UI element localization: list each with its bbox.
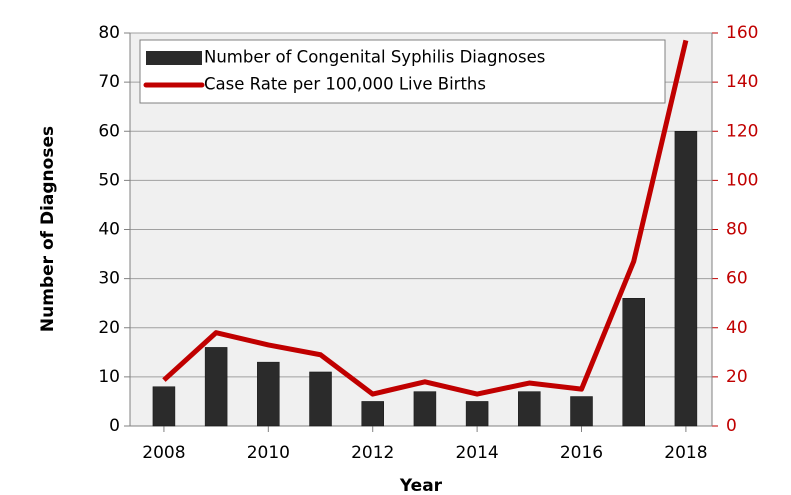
y-tick-label: 80 [98, 23, 120, 43]
bar [518, 391, 541, 427]
bar [204, 347, 228, 427]
bar [361, 401, 384, 427]
x-axis-label: Year [399, 476, 443, 495]
y2-tick-label: 60 [726, 269, 748, 289]
y2-tick-label: 80 [726, 220, 748, 240]
y2-tick-label: 0 [726, 416, 737, 436]
bar [257, 361, 280, 427]
legend-swatch [146, 51, 202, 65]
bar [309, 371, 332, 427]
bar [413, 391, 437, 427]
legend-box [139, 39, 666, 104]
bar [570, 396, 593, 427]
x-tick-label: 2010 [247, 443, 290, 463]
bar [674, 131, 698, 427]
y-tick-label: 60 [98, 121, 120, 141]
y-tick-label: 40 [98, 220, 120, 240]
y-tick-label: 20 [98, 318, 120, 338]
y2-tick-label: 120 [726, 121, 758, 141]
y-tick-label: 50 [98, 170, 120, 190]
y2-tick-label: 40 [726, 318, 748, 338]
y2-tick-label: 140 [726, 72, 758, 92]
x-tick-label: 2012 [351, 443, 394, 463]
bar [465, 401, 489, 427]
y-tick-label: 10 [98, 367, 120, 387]
legend-label: Number of Congenital Syphilis Diagnoses [204, 48, 545, 67]
y2-tick-label: 100 [726, 170, 758, 190]
y2-tick-label: 20 [726, 367, 748, 387]
x-tick-label: 2016 [560, 443, 603, 463]
bar [152, 386, 176, 427]
y-tick-label: 0 [109, 416, 120, 436]
legend-label: Case Rate per 100,000 Live Births [204, 75, 486, 94]
y-axis-label: Number of Diagnoses [38, 126, 58, 332]
x-tick-label: 2018 [664, 443, 707, 463]
y2-tick-label: 160 [726, 23, 758, 43]
y-tick-label: 30 [98, 269, 120, 289]
bar [622, 298, 645, 427]
y-tick-label: 70 [98, 72, 120, 92]
line [162, 39, 689, 397]
x-tick-label: 2008 [142, 443, 185, 463]
x-tick-label: 2014 [455, 443, 498, 463]
